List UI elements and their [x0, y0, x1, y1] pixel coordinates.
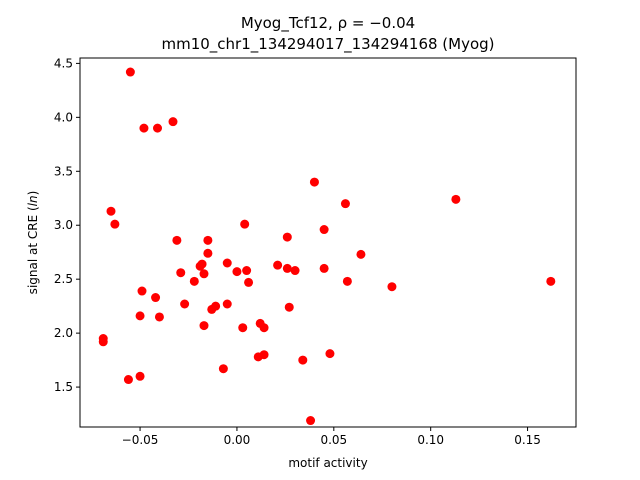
- data-point: [176, 268, 186, 278]
- data-point: [340, 199, 350, 209]
- data-point: [98, 337, 108, 347]
- y-tick-label: 1.5: [54, 380, 73, 394]
- y-tick-label: 2.5: [54, 272, 73, 286]
- data-point: [137, 286, 147, 296]
- y-tick-label: 4.5: [54, 56, 73, 70]
- data-point: [199, 321, 209, 331]
- data-point: [242, 266, 252, 276]
- data-point: [199, 269, 209, 279]
- y-tick-label: 4.0: [54, 110, 73, 124]
- data-point: [197, 259, 207, 269]
- x-ticks: −0.05 0.00 0.05 0.10 0.15: [122, 427, 541, 447]
- data-point: [259, 323, 269, 333]
- x-tick-label: −0.05: [122, 433, 159, 447]
- data-point: [123, 375, 133, 385]
- data-point: [244, 277, 254, 287]
- x-tick-label: 0.15: [514, 433, 541, 447]
- data-point: [238, 323, 248, 333]
- points-layer: [98, 67, 556, 426]
- y-axis-label-prefix: signal at CRE (: [26, 206, 40, 294]
- data-point: [172, 235, 182, 245]
- data-point: [218, 364, 228, 374]
- data-point: [154, 312, 164, 322]
- chart-title-line2: mm10_chr1_134294017_134294168 (Myog): [161, 35, 494, 54]
- data-point: [282, 232, 292, 242]
- y-ticks: 1.5 2.0 2.5 3.0 3.5 4.0 4.5: [54, 56, 80, 394]
- data-point: [546, 276, 556, 286]
- x-tick-label: 0.05: [320, 433, 347, 447]
- data-point: [451, 194, 461, 204]
- data-point: [387, 282, 397, 292]
- data-point: [168, 117, 178, 127]
- x-axis-label: motif activity: [288, 456, 367, 470]
- data-point: [180, 299, 190, 309]
- x-tick-label: 0.10: [417, 433, 444, 447]
- data-point: [298, 355, 308, 365]
- data-point: [282, 263, 292, 273]
- y-axis-label-italic: ln: [26, 195, 40, 206]
- data-point: [139, 123, 149, 133]
- data-point: [232, 267, 242, 277]
- y-tick-label: 2.0: [54, 326, 73, 340]
- data-point: [135, 311, 145, 321]
- data-point: [319, 225, 329, 235]
- y-tick-label: 3.0: [54, 218, 73, 232]
- data-point: [203, 248, 213, 258]
- data-point: [284, 302, 294, 312]
- data-point: [273, 260, 283, 270]
- data-point: [356, 249, 366, 259]
- data-point: [306, 416, 316, 426]
- y-tick-label: 3.5: [54, 164, 73, 178]
- data-point: [203, 235, 213, 245]
- data-point: [290, 266, 300, 276]
- data-point: [125, 67, 135, 77]
- data-point: [106, 206, 116, 216]
- chart-title-line1: Myog_Tcf12, ρ = −0.04: [241, 14, 415, 33]
- plot-frame: [79, 57, 577, 428]
- data-point: [222, 258, 232, 268]
- data-point: [342, 276, 352, 286]
- data-point: [309, 177, 319, 187]
- data-point: [240, 219, 250, 229]
- data-point: [135, 371, 145, 381]
- y-axis-label-suffix: ): [26, 191, 40, 196]
- data-point: [189, 276, 199, 286]
- data-point: [151, 293, 161, 303]
- x-tick-label: 0.00: [224, 433, 251, 447]
- data-point: [110, 219, 120, 229]
- data-point: [211, 301, 221, 311]
- data-point: [259, 350, 269, 360]
- data-point: [222, 299, 232, 309]
- data-point: [319, 263, 329, 273]
- data-point: [153, 123, 162, 133]
- y-axis-label: signal at CRE (ln): [26, 191, 40, 295]
- data-point: [325, 349, 335, 359]
